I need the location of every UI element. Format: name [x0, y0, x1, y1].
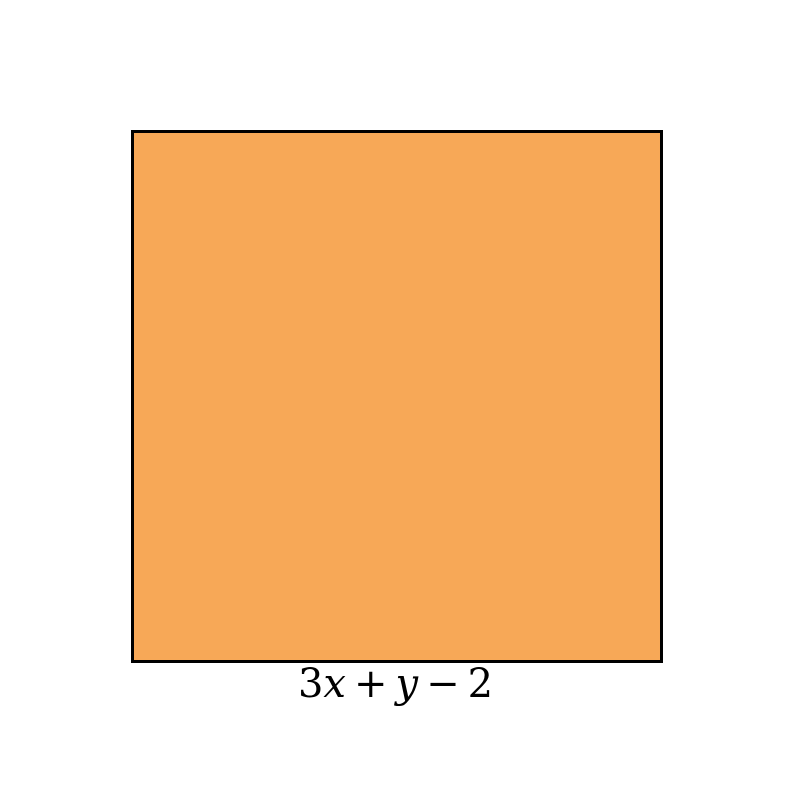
label-coefficient: 3	[297, 661, 324, 707]
label-variable-y: y	[395, 661, 419, 707]
label-plus-sign: +	[353, 661, 388, 707]
square-side-length-label: 3x + y −2	[0, 664, 791, 704]
orange-square	[131, 130, 663, 663]
label-minus-sign: −	[426, 661, 460, 707]
label-variable-x: x	[323, 661, 346, 707]
label-constant: 2	[467, 661, 494, 707]
